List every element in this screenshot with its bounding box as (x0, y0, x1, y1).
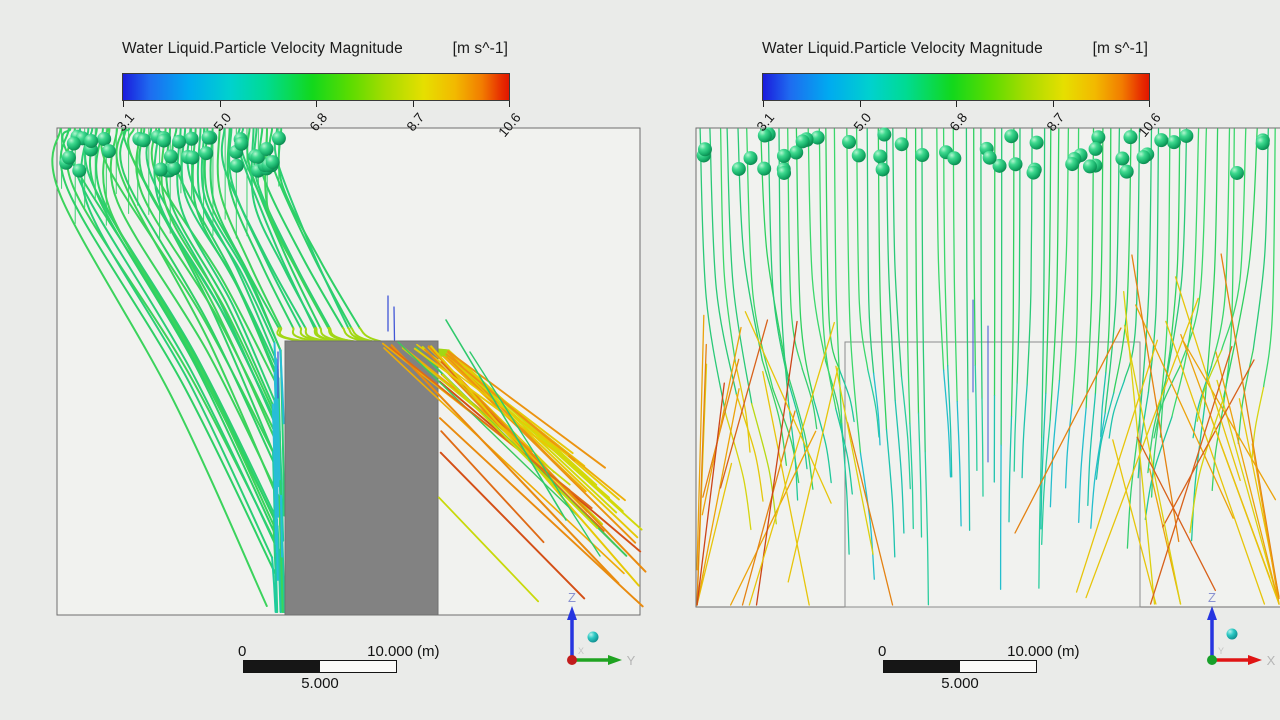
hidden-axis-label: Y (1218, 646, 1224, 656)
legend-units: [m s^-1] (1092, 40, 1148, 57)
legend-header: Water Liquid.Particle Velocity Magnitude… (122, 40, 508, 58)
z-axis-label: Z (1208, 590, 1216, 605)
scale-mid-label: 5.000 (301, 675, 339, 692)
colorbar-tick-mark (763, 101, 764, 107)
scale-min-label: 0 (878, 643, 887, 660)
colorbar-tick-mark (316, 101, 317, 107)
scale-ruler-labels: 0 10.000 (m) (238, 643, 440, 660)
colorbar-tick-mark (1149, 101, 1150, 107)
axis-triad: Z X Y (1207, 590, 1276, 668)
flow-viewport-front-view[interactable] (680, 110, 1280, 700)
y-axis-arrowhead (608, 655, 622, 665)
scale-bar (883, 660, 1037, 673)
scale-min-label: 0 (238, 643, 247, 660)
colorbar-tick-mark (956, 101, 957, 107)
colorbar-tick-mark (219, 101, 221, 107)
origin-marker (1207, 655, 1217, 665)
scale-max-label: 10.000 (367, 643, 413, 660)
colorbar-tick-mark (412, 101, 414, 107)
scale-mid-label: 5.000 (941, 675, 979, 692)
slow-wake-tracks (972, 299, 989, 463)
particle-spheres (59, 129, 286, 178)
axis-triad: Z Y X (567, 590, 636, 668)
z-axis-label: Z (568, 590, 576, 605)
downstream-jet-tracks (381, 319, 647, 608)
slow-wake-tracks (277, 295, 396, 399)
x-axis-label: X (1267, 653, 1276, 668)
colorbar: 3.1 5.0 6.8 8.7 10.6 (114, 73, 523, 140)
scale-unit-label: (m) (1057, 643, 1080, 660)
particle-spheres (696, 127, 1270, 180)
legend-title: Water Liquid.Particle Velocity Magnitude (122, 40, 403, 57)
flow-viewport-side-view[interactable] (40, 110, 660, 700)
scale-bar (243, 660, 397, 673)
legend-header: Water Liquid.Particle Velocity Magnitude… (762, 40, 1148, 58)
z-axis-arrowhead (567, 606, 577, 620)
colorbar-tick-mark (509, 101, 510, 107)
scale-unit-label: (m) (417, 643, 440, 660)
legend-title: Water Liquid.Particle Velocity Magnitude (762, 40, 1043, 57)
scale-ruler: 0 10.000 (m) 5.000 (238, 643, 440, 692)
colorbar-tick-mark (123, 101, 124, 107)
scale-ruler: 0 10.000 (m) 5.000 (878, 643, 1080, 692)
scale-ruler-labels: 0 10.000 (m) (878, 643, 1080, 660)
origin-marker (567, 655, 577, 665)
scale-bar-dark-half (884, 661, 960, 672)
stray-particle (1226, 628, 1238, 640)
side-jet-tracks (696, 253, 1280, 606)
z-axis-arrowhead (1207, 606, 1217, 620)
scale-max-label: 10.000 (1007, 643, 1053, 660)
scale-bar-dark-half (244, 661, 320, 672)
hidden-axis-label: X (578, 646, 584, 656)
colorbar-tick-mark (859, 101, 861, 107)
x-axis-arrowhead (1248, 655, 1262, 665)
y-axis-label: Y (627, 653, 636, 668)
colorbar: 3.1 5.0 6.8 8.7 10.6 (754, 73, 1163, 140)
building-block (284, 340, 439, 616)
stray-particle (587, 631, 599, 643)
legend-units: [m s^-1] (452, 40, 508, 57)
colorbar-tick-mark (1052, 101, 1054, 107)
